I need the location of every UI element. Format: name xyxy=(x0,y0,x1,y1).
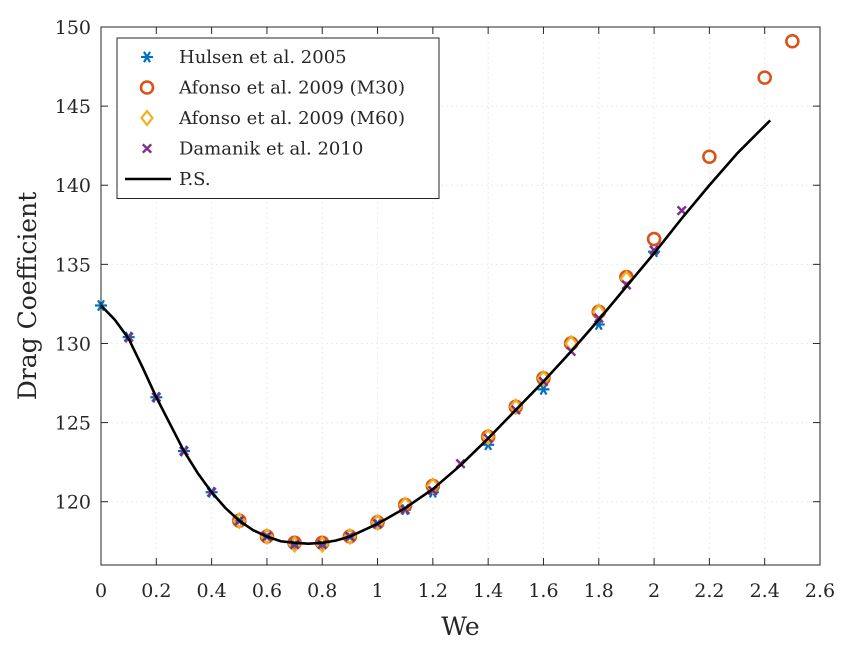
x-tick-label: 0.4 xyxy=(197,580,227,602)
x-tick-label: 2.6 xyxy=(805,580,835,602)
x-tick-label: 0.8 xyxy=(307,580,337,602)
y-tick-label: 125 xyxy=(55,413,91,435)
legend-marker xyxy=(141,51,153,63)
legend-marker xyxy=(140,109,154,127)
y-tick-label: 135 xyxy=(55,254,91,276)
legend-label: Damanik et al. 2010 xyxy=(179,139,363,160)
x-tick-label: 2 xyxy=(648,580,660,602)
legend-item: Afonso et al. 2009 (M60) xyxy=(140,108,405,129)
legend-label: Afonso et al. 2009 (M30) xyxy=(178,78,405,99)
axis-ticks: 0 0.2 0.4 0.6 0.8 1 1.2 1.4 1.6 1.8 2 2.2 2.4 2.6 120 1… xyxy=(55,17,835,602)
x-tick-label: 1.6 xyxy=(528,580,558,602)
plot-area xyxy=(95,33,800,554)
x-tick-label: 1.8 xyxy=(584,580,614,602)
data-point xyxy=(537,383,550,396)
y-tick-label: 130 xyxy=(55,333,91,355)
x-tick-label: 0 xyxy=(95,580,107,602)
legend-item: Hulsen et al. 2005 xyxy=(141,47,347,68)
legend-label: Hulsen et al. 2005 xyxy=(179,47,347,68)
data-point xyxy=(702,149,717,165)
x-tick-label: 2.2 xyxy=(694,580,724,602)
data-point xyxy=(425,477,440,495)
x-tick-label: 1.4 xyxy=(473,580,503,602)
x-tick-label: 2.4 xyxy=(750,580,780,602)
legend-marker xyxy=(141,143,153,154)
series-line xyxy=(100,119,772,545)
y-tick-label: 150 xyxy=(55,17,91,39)
legend-item: Afonso et al. 2009 (M30) xyxy=(139,78,405,99)
legend-label: Afonso et al. 2009 (M60) xyxy=(178,108,405,129)
data-point xyxy=(785,33,800,49)
data-point xyxy=(649,245,660,256)
x-tick-label: 1 xyxy=(371,580,383,602)
x-axis-label: We xyxy=(441,612,479,641)
x-tick-label: 0.6 xyxy=(252,580,282,602)
data-point xyxy=(757,70,772,85)
y-tick-label: 145 xyxy=(55,96,91,118)
legend-box xyxy=(116,37,440,199)
axes-box xyxy=(100,26,821,566)
legend: Hulsen et al. 2005 Afonso et al. 2009 (M3… xyxy=(116,37,440,199)
legend-item: Damanik et al. 2010 xyxy=(141,139,363,160)
legend-marker xyxy=(139,80,155,95)
y-tick-label: 140 xyxy=(55,175,91,197)
y-axis-label: Drag Coefficient xyxy=(13,192,42,401)
data-point xyxy=(646,231,662,247)
data-point xyxy=(398,496,413,514)
x-tick-label: 1.2 xyxy=(418,580,448,602)
x-tick-label: 0.2 xyxy=(141,580,171,602)
y-tick-label: 120 xyxy=(55,492,91,514)
legend-label: P.S. xyxy=(179,169,211,190)
legend-item: P.S. xyxy=(125,169,211,190)
